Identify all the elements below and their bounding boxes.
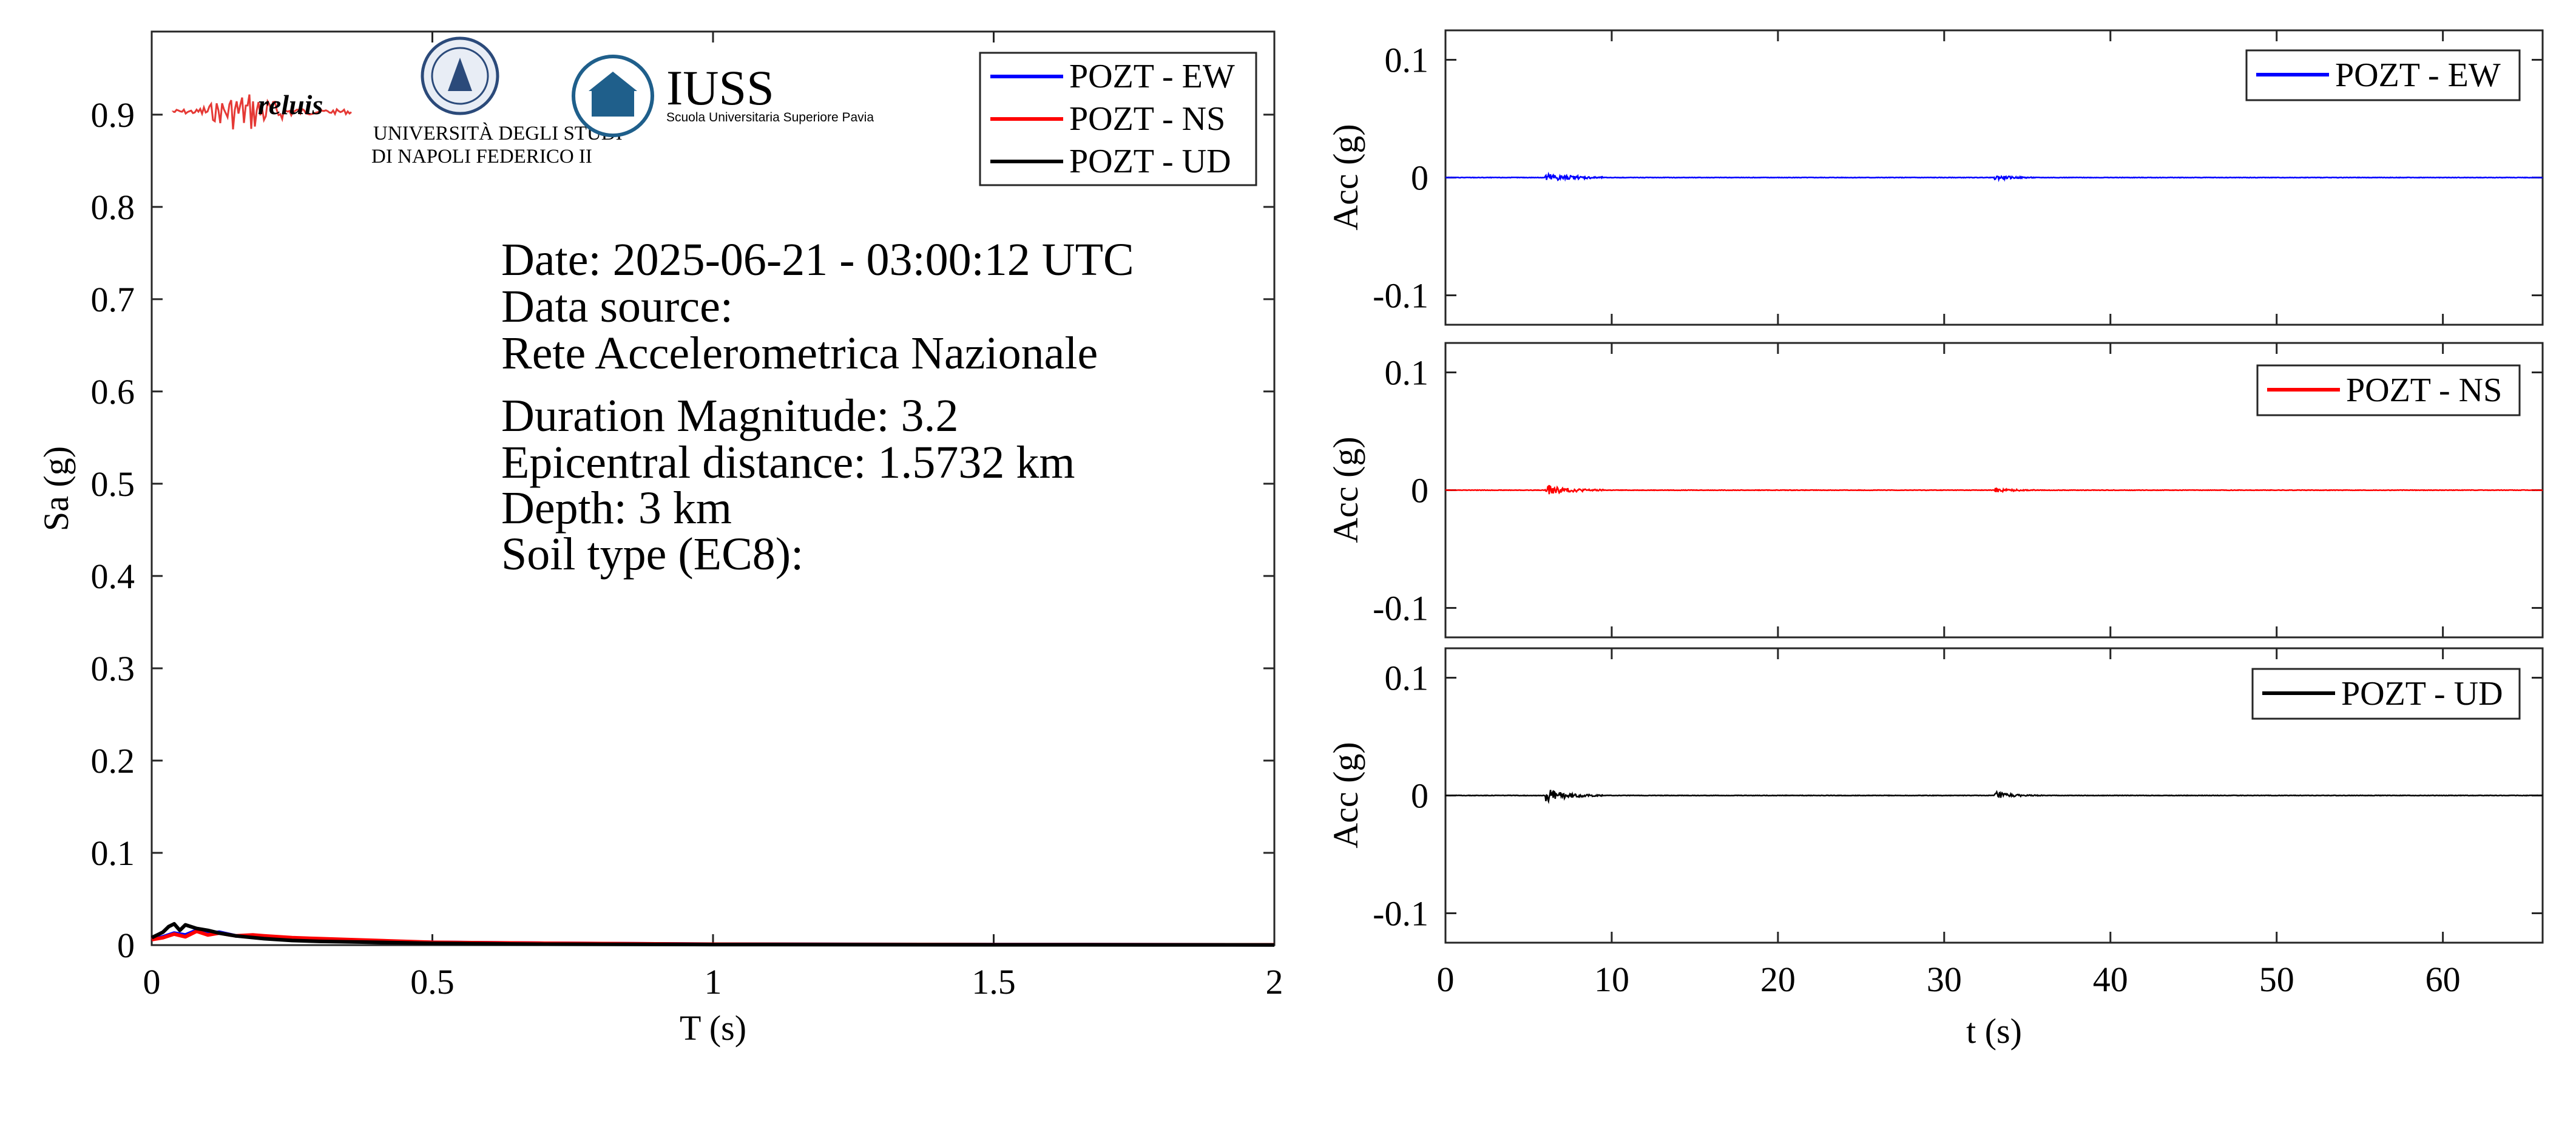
iuss-subtitle: Scuola Universitaria Superiore Pavia xyxy=(666,110,874,124)
time-x-tick-label: 30 xyxy=(1927,960,1962,999)
spectrum-legend: POZT - EW POZT - NS POZT - UD xyxy=(979,52,1257,186)
ew-y-tick-label: 0 xyxy=(1411,158,1428,198)
time-x-tick-label: 10 xyxy=(1594,960,1629,999)
ud-series xyxy=(1445,790,2543,804)
data-source-value: Rete Accelerometrica Nazionale xyxy=(501,328,1098,379)
ns-y-axis-label: Acc (g) xyxy=(1326,436,1365,543)
event-date: Date: 2025-06-21 - 03:00:12 UTC xyxy=(501,234,1134,285)
ud-legend: POZT - UD xyxy=(2251,668,2521,720)
ns-legend-label: POZT - NS xyxy=(2346,371,2502,409)
spectrum-y-tick-label: 0.5 xyxy=(91,464,135,504)
ud-y-tick-label: -0.1 xyxy=(1373,894,1428,934)
ud-acceleration-trace xyxy=(1445,790,2543,804)
legend-label-ew: POZT - EW xyxy=(1069,58,1235,95)
ns-y-tick-label: -0.1 xyxy=(1373,589,1428,628)
ew-y-tick-label: -0.1 xyxy=(1373,276,1428,316)
reluis-waveform xyxy=(172,94,352,130)
ud-y-tick-label: 0 xyxy=(1411,776,1428,816)
unina-line-1: UNIVERSITÀ DEGLI STUDI xyxy=(373,122,623,144)
soil-type: Soil type (EC8): xyxy=(501,529,803,580)
ud-panel: -0.100.10 10 20 30 40 50 60 Acc (g) t (s) POZT… xyxy=(1326,647,2544,1051)
spectrum-x-axis-label: T (s) xyxy=(680,1008,746,1048)
spectrum-x-tick-label: 0 xyxy=(143,962,161,1002)
legend-label-ud: POZT - UD xyxy=(1069,143,1231,180)
duration-magnitude: Duration Magnitude: 3.2 xyxy=(501,390,959,441)
epicentral-distance: Epicentral distance: 1.5732 km xyxy=(501,437,1075,488)
unina-line-2: DI NAPOLI FEDERICO II xyxy=(371,146,592,168)
spectrum-y-tick-label: 0.4 xyxy=(91,557,135,596)
reluis-logo-text: reluis xyxy=(258,89,323,120)
ud-y-axis-label: Acc (g) xyxy=(1326,742,1365,849)
time-x-tick-label: 50 xyxy=(2259,960,2294,999)
ns-y-tick-label: 0 xyxy=(1411,471,1428,510)
spectrum-y-tick-label: 0.1 xyxy=(91,833,135,873)
time-x-tick-label: 60 xyxy=(2426,960,2461,999)
ns-legend: POZT - NS xyxy=(2256,364,2521,416)
ns-acceleration-trace xyxy=(1445,484,2543,495)
data-source-label: Data source: xyxy=(501,281,733,332)
ns-y-tick-label: 0.1 xyxy=(1385,353,1429,393)
iuss-logo: IUSS Scuola Universitaria Superiore Pavi… xyxy=(572,55,874,137)
ns-series xyxy=(1445,484,2543,495)
ud-legend-label: POZT - UD xyxy=(2341,675,2503,713)
ew-y-tick-label: 0.1 xyxy=(1385,41,1429,80)
legend-label-ns: POZT - NS xyxy=(1069,100,1225,138)
spectrum-y-tick-label: 0.3 xyxy=(91,649,135,688)
spectrum-y-tick-label: 0.7 xyxy=(91,280,135,319)
ew-panel: -0.1 0 0.1 Acc (g) POZT - EW xyxy=(1326,29,2544,326)
event-info: Date: 2025-06-21 - 03:00:12 UTC Data sou… xyxy=(501,234,1134,580)
ud-y-tick-label: 0.1 xyxy=(1385,659,1429,698)
ew-legend: POZT - EW xyxy=(2245,49,2521,101)
ew-series xyxy=(1445,171,2543,183)
ew-y-axis-label: Acc (g) xyxy=(1326,124,1365,231)
ns-ticks: -0.1 0 0.1 xyxy=(1373,343,2543,637)
ew-legend-label: POZT - EW xyxy=(2335,56,2501,94)
time-x-axis-label: t (s) xyxy=(1966,1011,2022,1051)
spectrum-panel: 0 0.5 1 1.5 2 0 0.1 0.2 0.3 0.4 0.5 0.6 0.7 0.8 0.9 T … xyxy=(36,30,1283,1048)
spectrum-y-tick-label: 0 xyxy=(117,926,135,965)
ns-panel: -0.1 0 0.1 Acc (g) POZT - NS xyxy=(1326,342,2544,639)
spectrum-y-tick-label: 0.9 xyxy=(91,95,135,135)
iuss-title: IUSS xyxy=(666,60,774,115)
spectrum-y-tick-label: 0.8 xyxy=(91,188,135,227)
spectrum-series-line-ud xyxy=(150,922,1275,947)
spectrum-x-tick-label: 1.5 xyxy=(972,962,1016,1002)
time-x-tick-label: 0 xyxy=(1437,960,1455,999)
time-x-tick-label: 40 xyxy=(2093,960,2128,999)
spectrum-y-tick-label: 0.2 xyxy=(91,741,135,781)
spectrum-y-axis-label: Sa (g) xyxy=(36,446,76,531)
time-x-tick-label: 20 xyxy=(1760,960,1796,999)
unina-logo: UNIVERSITÀ DEGLI STUDI DI NAPOLI FEDERIC… xyxy=(371,36,623,168)
depth: Depth: 3 km xyxy=(501,483,732,534)
ew-acceleration-trace xyxy=(1445,171,2543,183)
spectrum-ticks: 0 0.5 1 1.5 2 0 0.1 0.2 0.3 0.4 0.5 0.6 0.7 0.8 0.9 xyxy=(91,32,1283,1002)
reluis-logo: reluis xyxy=(172,89,352,130)
spectrum-series xyxy=(150,922,1275,947)
spectrum-x-tick-label: 0.5 xyxy=(410,962,455,1002)
spectrum-x-tick-label: 2 xyxy=(1266,962,1283,1002)
spectrum-x-tick-label: 1 xyxy=(705,962,722,1002)
time-history-panels: -0.100.1 Acc (g) POZT - EW -0.100.1 Acc … xyxy=(1326,29,2544,1051)
ud-ticks: -0.100.10 10 20 30 40 50 60 xyxy=(1373,648,2543,999)
spectrum-y-tick-label: 0.6 xyxy=(91,372,135,412)
